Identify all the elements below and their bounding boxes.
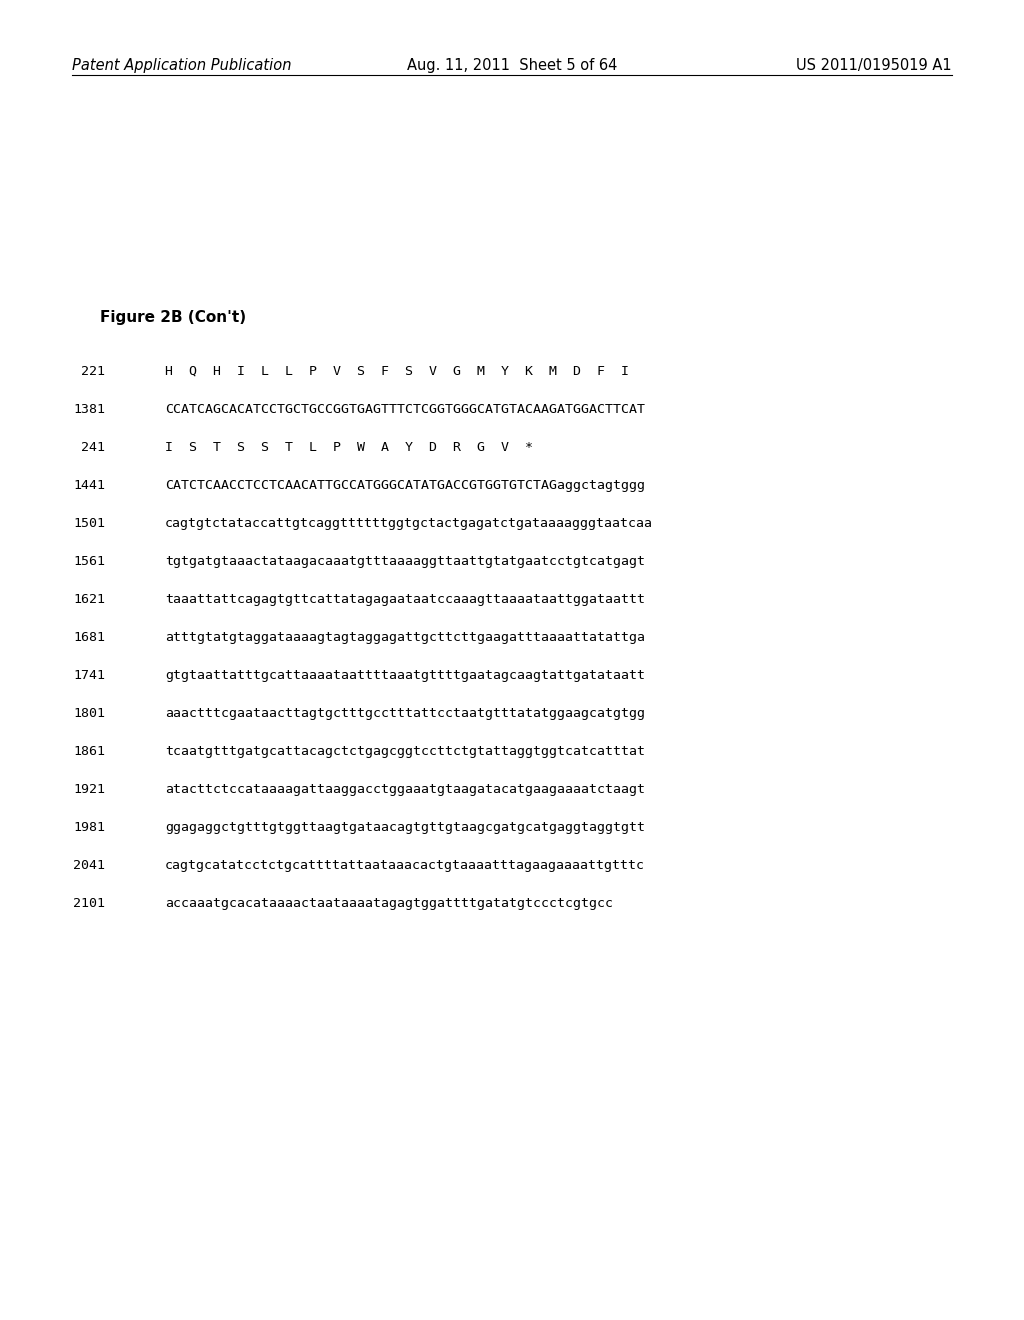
Text: cagtgcatatcctctgcattttattaataaacactgtaaaatttagaagaaaattgtttc: cagtgcatatcctctgcattttattaataaacactgtaaa… [165,859,645,873]
Text: tgtgatgtaaactataagacaaatgtttaaaaggttaattgtatgaatcctgtcatgagt: tgtgatgtaaactataagacaaatgtttaaaaggttaatt… [165,554,645,568]
Text: accaaatgcacataaaactaataaaatagagtggattttgatatgtccctcgtgcc: accaaatgcacataaaactaataaaatagagtggattttg… [165,898,613,909]
Text: 1681: 1681 [73,631,105,644]
Text: 1501: 1501 [73,517,105,531]
Text: 1861: 1861 [73,744,105,758]
Text: atacttctccataaaagattaaggacctggaaatgtaagatacatgaagaaaatctaagt: atacttctccataaaagattaaggacctggaaatgtaaga… [165,783,645,796]
Text: cagtgtctataccattgtcaggttttttggtgctactgagatctgataaaagggtaatcaa: cagtgtctataccattgtcaggttttttggtgctactgag… [165,517,653,531]
Text: 2101: 2101 [73,898,105,909]
Text: Figure 2B (Con't): Figure 2B (Con't) [100,310,246,325]
Text: H  Q  H  I  L  L  P  V  S  F  S  V  G  M  Y  K  M  D  F  I: H Q H I L L P V S F S V G M Y K M D F I [165,366,629,378]
Text: 2041: 2041 [73,859,105,873]
Text: 1381: 1381 [73,403,105,416]
Text: 1801: 1801 [73,708,105,719]
Text: 221: 221 [81,366,105,378]
Text: CCATCAGCACATCCTGCTGCCGGTGAGTTTCTCGGTGGGCATGTACAAGATGGACTTCAT: CCATCAGCACATCCTGCTGCCGGTGAGTTTCTCGGTGGGC… [165,403,645,416]
Text: gtgtaattatttgcattaaaataattttaaatgttttgaatagcaagtattgatataatt: gtgtaattatttgcattaaaataattttaaatgttttgaa… [165,669,645,682]
Text: Aug. 11, 2011  Sheet 5 of 64: Aug. 11, 2011 Sheet 5 of 64 [407,58,617,73]
Text: tcaatgtttgatgcattacagctctgagcggtccttctgtattaggtggtcatcatttat: tcaatgtttgatgcattacagctctgagcggtccttctgt… [165,744,645,758]
Text: taaattattcagagtgttcattatagagaataatccaaagttaaaataattggataattt: taaattattcagagtgttcattatagagaataatccaaag… [165,593,645,606]
Text: 1981: 1981 [73,821,105,834]
Text: 1621: 1621 [73,593,105,606]
Text: I  S  T  S  S  T  L  P  W  A  Y  D  R  G  V  *: I S T S S T L P W A Y D R G V * [165,441,534,454]
Text: 1921: 1921 [73,783,105,796]
Text: Patent Application Publication: Patent Application Publication [72,58,292,73]
Text: 241: 241 [81,441,105,454]
Text: CATCTCAACCTCCTCAACATTGCCATGGGCATATGACCGTGGTGTCTAGaggctagtggg: CATCTCAACCTCCTCAACATTGCCATGGGCATATGACCGT… [165,479,645,492]
Text: 1441: 1441 [73,479,105,492]
Text: aaactttcgaataacttagtgctttgcctttattcctaatgtttatatggaagcatgtgg: aaactttcgaataacttagtgctttgcctttattcctaat… [165,708,645,719]
Text: 1561: 1561 [73,554,105,568]
Text: 1741: 1741 [73,669,105,682]
Text: US 2011/0195019 A1: US 2011/0195019 A1 [797,58,952,73]
Text: atttgtatgtaggataaaagtagtaggagattgcttcttgaagatttaaaattatattga: atttgtatgtaggataaaagtagtaggagattgcttcttg… [165,631,645,644]
Text: ggagaggctgtttgtggttaagtgataacagtgttgtaagcgatgcatgaggtaggtgtt: ggagaggctgtttgtggttaagtgataacagtgttgtaag… [165,821,645,834]
